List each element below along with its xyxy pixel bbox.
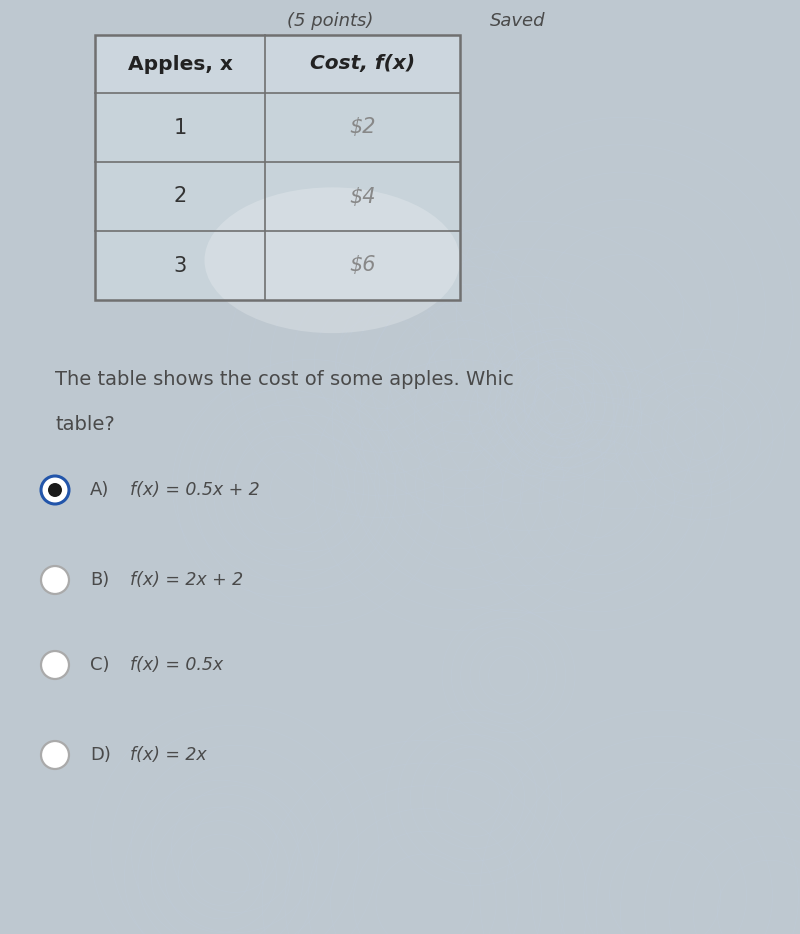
Text: D): D) <box>90 746 111 764</box>
Text: f(x) = 0.5x: f(x) = 0.5x <box>130 656 223 674</box>
Text: $4: $4 <box>350 187 376 206</box>
Text: Saved: Saved <box>490 12 546 30</box>
Text: A): A) <box>90 481 110 499</box>
Text: f(x) = 2x: f(x) = 2x <box>130 746 206 764</box>
Text: 1: 1 <box>174 118 186 137</box>
Text: $2: $2 <box>350 118 376 137</box>
Circle shape <box>41 741 69 769</box>
Text: C): C) <box>90 656 110 674</box>
Text: B): B) <box>90 571 110 589</box>
Text: Apples, x: Apples, x <box>127 54 233 74</box>
Circle shape <box>41 476 69 504</box>
FancyBboxPatch shape <box>95 35 460 300</box>
Text: The table shows the cost of some apples. Whic: The table shows the cost of some apples.… <box>55 370 514 389</box>
Text: 3: 3 <box>174 256 186 276</box>
Text: f(x) = 0.5x + 2: f(x) = 0.5x + 2 <box>130 481 260 499</box>
Circle shape <box>48 483 62 497</box>
Text: Cost, f(x): Cost, f(x) <box>310 54 415 74</box>
Text: (5 points): (5 points) <box>287 12 373 30</box>
Circle shape <box>41 566 69 594</box>
Text: 2: 2 <box>174 187 186 206</box>
Circle shape <box>41 651 69 679</box>
Ellipse shape <box>205 188 460 333</box>
FancyBboxPatch shape <box>95 35 460 93</box>
Text: $6: $6 <box>350 256 376 276</box>
Text: table?: table? <box>55 415 114 434</box>
Text: f(x) = 2x + 2: f(x) = 2x + 2 <box>130 571 243 589</box>
